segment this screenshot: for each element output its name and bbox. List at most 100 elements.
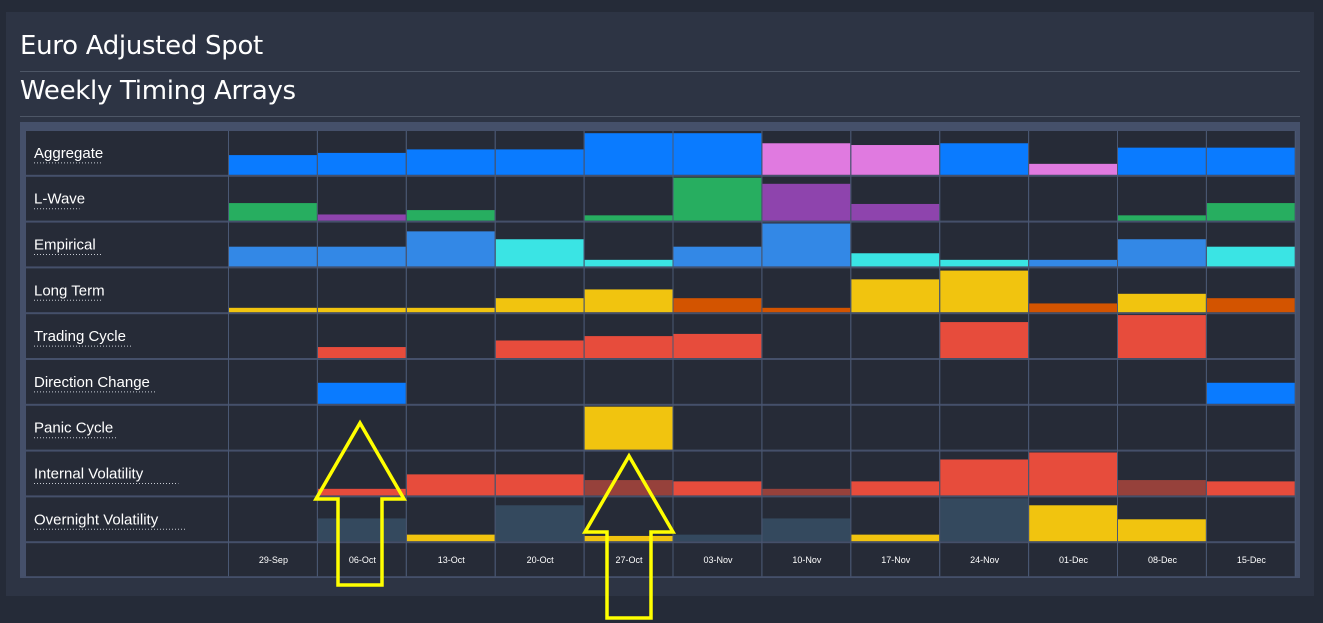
bar-l-wave-06-oct (317, 214, 406, 221)
grid-cell (229, 314, 317, 358)
bar-empirical-10-nov (762, 223, 851, 267)
bar-aggregate-17-nov (851, 145, 940, 175)
grid-cell (584, 497, 673, 542)
bar-overnight-volatility-20-oct (495, 505, 584, 542)
week-label-03-nov: 03-Nov (703, 555, 733, 565)
annotation-arrow-06-oct (312, 419, 408, 587)
row-label-trading-cycle: Trading Cycle (34, 328, 126, 345)
bar-long-term-08-dec (1118, 293, 1206, 313)
bar-overnight-volatility-10-nov (762, 518, 851, 542)
bar-direction-change-06-oct (317, 382, 406, 404)
bar-trading-cycle-24-nov (940, 322, 1029, 358)
grid-cell (762, 268, 851, 313)
bar-long-term-06-oct (317, 307, 406, 313)
bar-aggregate-27-oct (584, 133, 673, 175)
chart-subtitle: Weekly Timing Arrays (20, 76, 296, 106)
grid-cell (1029, 314, 1117, 358)
week-label-cell (673, 543, 762, 577)
week-label-29-sep: 29-Sep (259, 555, 288, 565)
bar-internal-volatility-27-oct (584, 480, 673, 496)
bar-overnight-volatility-03-nov (673, 534, 762, 542)
bar-overnight-volatility-24-nov (940, 498, 1029, 542)
bar-internal-volatility-13-oct (406, 474, 495, 496)
bar-long-term-03-nov (673, 298, 762, 313)
grid-cell (1206, 314, 1295, 358)
bar-internal-volatility-24-nov (940, 459, 1029, 496)
grid-cell (584, 176, 673, 221)
grid-cell (851, 497, 940, 542)
bar-l-wave-17-nov (851, 203, 940, 221)
bar-overnight-volatility-01-dec (1029, 505, 1117, 542)
annotation-arrow-27-oct (581, 452, 677, 620)
grid-cell (495, 176, 584, 221)
bar-trading-cycle-20-oct (495, 340, 584, 358)
grid-cell (1206, 405, 1295, 450)
bar-l-wave-03-nov (673, 177, 762, 221)
grid-cell (762, 405, 851, 450)
grid-cell (1029, 222, 1117, 267)
bar-empirical-06-oct (317, 246, 406, 267)
bar-long-term-13-oct (406, 307, 495, 313)
grid-cell (584, 222, 673, 267)
row-label-empirical: Empirical (34, 237, 96, 254)
bar-l-wave-27-oct (584, 215, 673, 221)
bar-aggregate-13-oct (406, 149, 495, 175)
row-label-cell (26, 451, 229, 496)
grid-cell (1206, 497, 1295, 542)
row-label-cell (26, 405, 229, 450)
bar-empirical-01-dec (1029, 259, 1117, 267)
grid-cell (1029, 405, 1117, 450)
title-divider (20, 71, 1300, 72)
page-title: Euro Adjusted Spot (20, 31, 263, 61)
bar-long-term-29-sep (229, 307, 317, 313)
bar-empirical-29-sep (229, 246, 317, 267)
week-label-cell (1118, 543, 1206, 577)
bar-internal-volatility-10-nov (762, 488, 851, 496)
bar-l-wave-10-nov (762, 183, 851, 221)
bar-empirical-15-dec (1206, 246, 1295, 267)
bar-overnight-volatility-27-oct (584, 535, 673, 542)
bar-overnight-volatility-13-oct (406, 534, 495, 542)
grid-cell (851, 405, 940, 450)
bar-internal-volatility-15-dec (1206, 481, 1295, 496)
bar-panic-cycle-27-oct (584, 406, 673, 450)
grid-cell (762, 360, 851, 404)
week-label-cell (229, 543, 317, 577)
row-label-cell (26, 176, 229, 221)
row-label-cell (26, 268, 229, 313)
grid-cell (406, 314, 495, 358)
row-label-cell (26, 222, 229, 267)
week-label-06-oct: 06-Oct (349, 555, 377, 565)
grid-cell (851, 314, 940, 358)
grid-cell (229, 360, 317, 404)
bar-trading-cycle-27-oct (584, 336, 673, 358)
week-label-13-oct: 13-Oct (438, 555, 466, 565)
bar-internal-volatility-08-dec (1118, 480, 1206, 496)
row-label-aggregate: Aggregate (34, 145, 103, 162)
week-label-cell (584, 543, 673, 577)
grid-cell (940, 176, 1029, 221)
grid-cell (584, 360, 673, 404)
week-label-cell (940, 543, 1029, 577)
bar-aggregate-10-nov (762, 143, 851, 175)
grid-cell (673, 360, 762, 404)
row-label-internal-volatility: Internal Volatility (34, 466, 144, 483)
row-label-cell (26, 360, 229, 404)
bar-internal-volatility-06-oct (317, 488, 406, 496)
bar-empirical-27-oct (584, 259, 673, 267)
grid-cell (495, 360, 584, 404)
grid-cell (406, 405, 495, 450)
bar-empirical-24-nov (940, 259, 1029, 267)
grid-cell (317, 176, 406, 221)
bar-l-wave-08-dec (1118, 215, 1206, 221)
grid-cell (762, 314, 851, 358)
bar-empirical-20-oct (495, 239, 584, 267)
grid-cell (762, 451, 851, 496)
grid-cell (317, 268, 406, 313)
week-label-cell (1029, 543, 1117, 577)
row-label-overnight-volatility: Overnight Volatility (34, 511, 159, 528)
bar-internal-volatility-03-nov (673, 481, 762, 496)
grid-cell (229, 451, 317, 496)
week-label-20-oct: 20-Oct (527, 555, 555, 565)
